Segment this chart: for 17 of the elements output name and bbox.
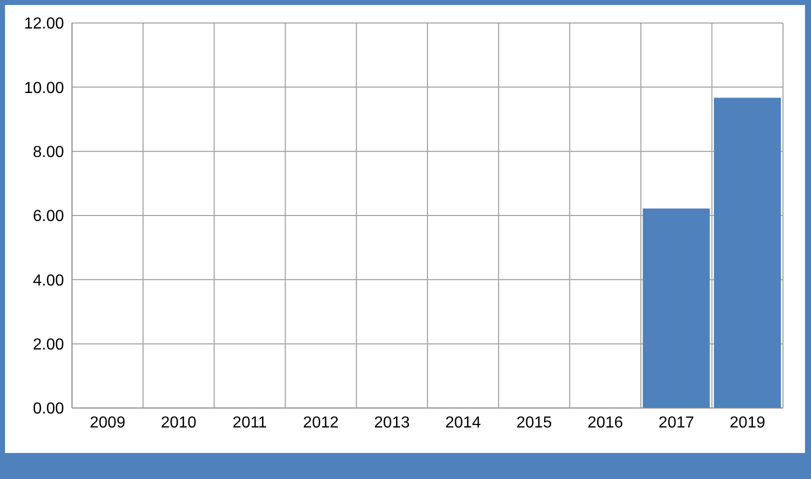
x-tick-label: 2019: [730, 414, 766, 432]
x-tick-label: 2016: [587, 414, 624, 432]
y-tick-label: 10.00: [24, 80, 64, 97]
y-tick-label: 12.00: [24, 16, 64, 33]
x-tick-label: 2009: [90, 414, 126, 432]
y-tick-label: 8.00: [32, 144, 64, 162]
x-tick-label: 2011: [232, 414, 268, 432]
x-tick-label: 2015: [516, 414, 552, 432]
x-tick-label: 2017: [658, 414, 694, 432]
y-tick-label: 6.00: [32, 208, 64, 226]
x-tick-label: 2014: [445, 414, 481, 432]
x-tick-label: 2013: [374, 414, 410, 432]
y-tick-label: 0.00: [32, 400, 64, 418]
y-tick-label: 4.00: [32, 272, 64, 290]
y-tick-label: 2.00: [32, 336, 64, 354]
x-tick-label: 2012: [303, 414, 339, 432]
x-tick-label: 2010: [160, 414, 197, 432]
